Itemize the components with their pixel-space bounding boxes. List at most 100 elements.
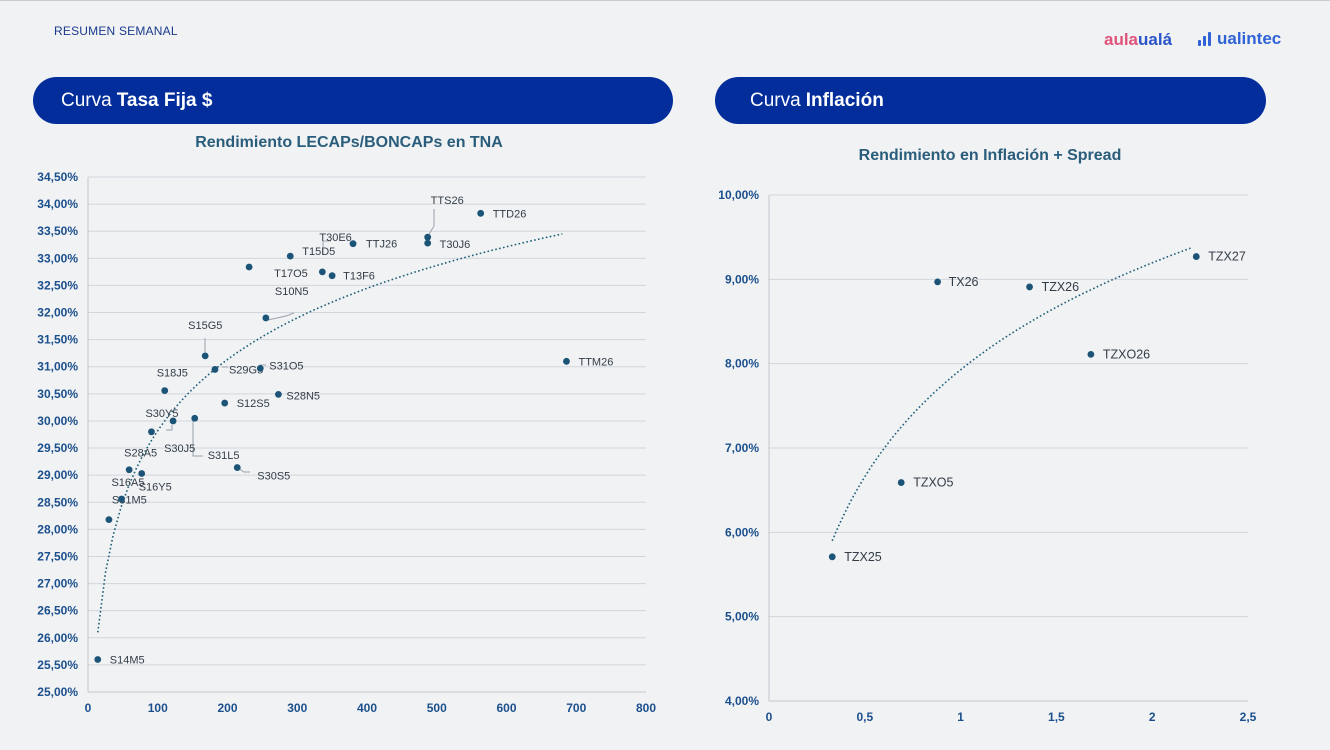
y-tick-label: 28,00% [37, 522, 78, 536]
x-tick-label: 700 [566, 701, 586, 715]
data-point [318, 268, 326, 276]
y-tick-label: 29,00% [37, 468, 78, 482]
valintec-bars-icon [1198, 32, 1211, 46]
data-point [211, 366, 219, 373]
data-label: TTS26 [431, 195, 464, 207]
x-tick-label: 0 [766, 710, 773, 724]
chart1-title: Rendimiento LECAPs/BONCAPs en TNA [195, 134, 503, 151]
logo-aula-text: aula [1104, 30, 1139, 49]
y-tick-label: 8,00% [725, 357, 759, 371]
y-tick-label: 27,50% [37, 549, 78, 563]
data-label: TZXO5 [913, 476, 953, 490]
data-label: TZXO26 [1103, 347, 1150, 361]
chart2-title: Rendimiento en Inflación + Spread [859, 147, 1122, 164]
y-tick-label: 33,50% [37, 224, 78, 238]
label-leader-line [166, 425, 173, 431]
data-point [934, 278, 942, 286]
y-tick-label: 9,00% [725, 272, 759, 286]
data-point [349, 240, 357, 248]
data-point [424, 233, 432, 241]
data-point [563, 357, 570, 365]
data-point [1192, 253, 1200, 260]
top-border-line [0, 0, 1330, 1]
x-tick-label: 1,5 [1048, 710, 1065, 724]
x-tick-label: 1 [957, 710, 964, 724]
aula-uala-logo[interactable]: aulaualá [1104, 30, 1172, 50]
data-label: S30S5 [257, 471, 290, 483]
x-tick-label: 500 [427, 701, 447, 715]
data-point [221, 399, 229, 407]
data-label: S28A5 [124, 448, 157, 460]
data-label: T17O5 [274, 268, 308, 280]
y-tick-label: 10,00% [718, 188, 759, 202]
data-label: S29G5 [229, 364, 263, 376]
data-label: S10N5 [275, 286, 309, 298]
data-label: S31M5 [112, 495, 147, 507]
data-point [245, 263, 253, 271]
data-label: S16A5 [111, 477, 144, 489]
data-point [161, 387, 169, 394]
x-tick-label: 0 [85, 701, 92, 715]
data-point [118, 495, 125, 503]
data-label: S31L5 [208, 450, 240, 462]
data-point [169, 417, 177, 425]
data-point [125, 466, 133, 474]
data-label: TZX25 [844, 550, 882, 564]
y-tick-label: 7,00% [725, 441, 759, 455]
data-label: S18J5 [157, 368, 188, 380]
y-tick-label: 6,00% [725, 525, 759, 539]
x-tick-label: 2,5 [1240, 710, 1257, 724]
data-label: S30Y5 [145, 408, 178, 420]
data-label: T13F6 [343, 271, 375, 283]
y-tick-label: 26,50% [37, 604, 78, 618]
y-tick-label: 29,50% [37, 441, 78, 455]
y-tick-label: 32,50% [37, 278, 78, 292]
y-tick-label: 32,00% [37, 306, 78, 320]
x-tick-label: 2 [1149, 710, 1156, 724]
report-label: RESUMEN SEMANAL [54, 24, 178, 38]
data-label: S16Y5 [139, 482, 172, 494]
y-tick-label: 26,00% [37, 631, 78, 645]
inflation-curve-banner: Curva Inflación [715, 77, 1266, 124]
data-point [828, 553, 836, 561]
data-label: TX26 [949, 275, 979, 289]
data-label: S14M5 [110, 654, 145, 666]
data-point [262, 314, 270, 322]
data-label: S30J5 [164, 443, 195, 455]
data-label: S12S5 [237, 398, 270, 410]
y-tick-label: 28,50% [37, 495, 78, 509]
data-point [256, 364, 264, 372]
data-label: T15D5 [302, 246, 335, 258]
data-label: S28N5 [286, 390, 320, 402]
data-point [1087, 350, 1095, 358]
data-label: T30E6 [319, 232, 351, 244]
logo-uala-text: ualá [1138, 30, 1173, 49]
data-point [897, 479, 905, 486]
data-point [148, 428, 155, 436]
x-tick-label: 400 [357, 701, 377, 715]
banner-left-strong: Tasa Fija $ [116, 89, 213, 111]
label-leader-line [267, 312, 295, 321]
valintec-logo[interactable]: ualintec [1198, 29, 1281, 49]
data-label: TTM26 [578, 356, 613, 368]
data-label: S15G5 [188, 320, 222, 332]
x-tick-label: 800 [636, 701, 656, 715]
y-tick-label: 34,50% [37, 170, 78, 184]
y-tick-label: 33,00% [37, 251, 78, 265]
data-point [191, 414, 199, 422]
fixed-rate-curve-banner: Curva Tasa Fija $ [33, 77, 673, 124]
x-tick-label: 100 [148, 701, 168, 715]
data-point [1026, 283, 1033, 291]
inflation-scatter-chart: 4,00% 5,00% 6,00% 7,00% 8,00% 9,00% 10,00% 0 0,5… [718, 188, 1256, 724]
data-label: TTD26 [493, 208, 527, 220]
y-tick-label: 34,00% [37, 197, 78, 211]
x-tick-label: 0,5 [856, 710, 873, 724]
data-label: T30J6 [440, 239, 471, 251]
label-leader-line [427, 209, 435, 237]
data-point [138, 470, 146, 477]
data-label: TTJ26 [366, 239, 397, 251]
trendline [97, 233, 563, 633]
data-point [477, 209, 485, 217]
data-point [424, 239, 432, 247]
